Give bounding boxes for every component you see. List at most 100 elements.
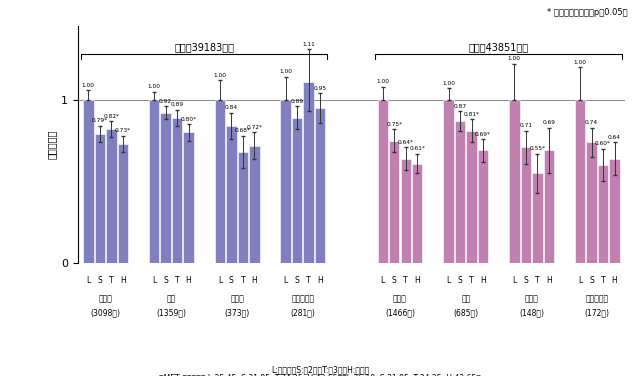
Text: 0.75*: 0.75* xyxy=(386,122,403,127)
Text: * 統計学的に有意（p＜0.05）: * 統計学的に有意（p＜0.05） xyxy=(547,8,627,17)
Bar xyxy=(586,142,597,263)
Text: 心疾患: 心疾患 xyxy=(525,294,538,303)
Text: 全死亡: 全死亡 xyxy=(99,294,113,303)
Text: 0.55*: 0.55* xyxy=(529,146,545,151)
Text: 0.80*: 0.80* xyxy=(180,117,196,122)
Bar xyxy=(161,113,171,263)
Bar xyxy=(509,100,520,263)
Text: 0.92: 0.92 xyxy=(159,99,172,104)
Bar xyxy=(609,159,620,263)
Bar xyxy=(83,100,93,263)
Text: (685人): (685人) xyxy=(453,308,478,317)
Text: 0.68*: 0.68* xyxy=(235,128,251,133)
Text: L: L xyxy=(86,276,90,285)
Text: 全死亡: 全死亡 xyxy=(393,294,407,303)
Text: 1.00: 1.00 xyxy=(573,60,587,65)
Text: 1.11: 1.11 xyxy=(302,42,315,47)
Text: (148人): (148人) xyxy=(519,308,544,317)
Bar xyxy=(292,118,302,263)
Bar xyxy=(95,134,105,263)
Bar xyxy=(378,100,388,263)
Text: 1.00: 1.00 xyxy=(376,79,389,84)
Text: 0.84: 0.84 xyxy=(225,105,238,111)
Bar xyxy=(172,118,182,263)
Text: 0.64*: 0.64* xyxy=(397,140,413,145)
Text: L: L xyxy=(512,276,516,285)
Text: 0.82*: 0.82* xyxy=(103,114,120,118)
Text: H: H xyxy=(317,276,323,285)
Text: S: S xyxy=(524,276,528,285)
Bar xyxy=(249,146,260,263)
Text: S: S xyxy=(229,276,234,285)
Text: 0.69: 0.69 xyxy=(542,120,556,125)
Y-axis label: ハザード比: ハザード比 xyxy=(47,130,57,159)
Text: L: L xyxy=(447,276,451,285)
Text: 0.73*: 0.73* xyxy=(115,128,131,133)
Bar xyxy=(520,147,531,263)
Bar xyxy=(467,131,477,263)
Text: T: T xyxy=(535,276,540,285)
Bar xyxy=(598,165,608,263)
Bar xyxy=(226,126,237,263)
Text: 0.95: 0.95 xyxy=(314,86,326,91)
Bar xyxy=(315,108,325,263)
Text: (1466人): (1466人) xyxy=(385,308,415,317)
Text: S: S xyxy=(97,276,102,285)
Bar xyxy=(149,100,159,263)
Text: L: L xyxy=(218,276,222,285)
Text: 0.72*: 0.72* xyxy=(246,125,262,130)
Bar xyxy=(444,100,454,263)
Text: 1.00: 1.00 xyxy=(442,81,455,86)
Text: T: T xyxy=(601,276,605,285)
Bar xyxy=(575,100,586,263)
Text: L: L xyxy=(152,276,156,285)
Text: L: L xyxy=(284,276,288,285)
Text: T: T xyxy=(403,276,408,285)
Text: S: S xyxy=(163,276,168,285)
Text: (1359人): (1359人) xyxy=(156,308,186,317)
Text: S: S xyxy=(458,276,463,285)
Text: L: L xyxy=(578,276,582,285)
Text: 0.74: 0.74 xyxy=(585,120,598,125)
Text: 0.89: 0.89 xyxy=(170,102,184,107)
Bar xyxy=(532,173,543,263)
Text: 脳血管疾患: 脳血管疾患 xyxy=(291,294,314,303)
Text: 1.00: 1.00 xyxy=(148,84,161,89)
Text: 0.61*: 0.61* xyxy=(410,146,425,151)
Text: 0.89: 0.89 xyxy=(291,99,304,104)
Text: (172人): (172人) xyxy=(585,308,610,317)
Text: 心疾患: 心疾患 xyxy=(230,294,244,303)
Text: H: H xyxy=(546,276,552,285)
Text: T: T xyxy=(469,276,474,285)
Text: H: H xyxy=(120,276,125,285)
Text: 1.00: 1.00 xyxy=(213,73,227,78)
Text: (281人): (281人) xyxy=(291,308,316,317)
Text: 脳血管疾患: 脳血管疾患 xyxy=(586,294,609,303)
Bar xyxy=(237,152,248,263)
Text: T: T xyxy=(109,276,114,285)
Text: 1.00: 1.00 xyxy=(508,56,521,61)
Text: T: T xyxy=(307,276,311,285)
Text: 男性（39183人）: 男性（39183人） xyxy=(174,42,234,52)
Text: がん: がん xyxy=(166,294,176,303)
Bar xyxy=(214,100,225,263)
Text: S: S xyxy=(589,276,594,285)
Text: がん: がん xyxy=(461,294,470,303)
Text: H: H xyxy=(414,276,420,285)
Text: 1.00: 1.00 xyxy=(82,83,95,88)
Text: 0.87: 0.87 xyxy=(454,104,467,109)
Text: H: H xyxy=(480,276,486,285)
Text: 1.00: 1.00 xyxy=(279,70,292,74)
Text: (3098人): (3098人) xyxy=(90,308,120,317)
Text: 0.64: 0.64 xyxy=(608,135,621,140)
Text: 0.79*: 0.79* xyxy=(92,118,108,123)
Text: (373人): (373人) xyxy=(225,308,250,317)
Bar xyxy=(118,144,128,263)
Bar xyxy=(106,129,116,263)
Text: （METs中央値：男 L:25.45, S:31.85, T:34.25, H:42.65　女L:26.10, S:31.85, T:34.25, H:42.6: （METs中央値：男 L:25.45, S:31.85, T:34.25, H:… xyxy=(159,374,481,376)
Text: S: S xyxy=(392,276,397,285)
Text: 0.71: 0.71 xyxy=(519,123,532,128)
Text: 女性（43851人）: 女性（43851人） xyxy=(468,42,529,52)
Bar xyxy=(183,132,194,263)
Bar xyxy=(455,121,465,263)
